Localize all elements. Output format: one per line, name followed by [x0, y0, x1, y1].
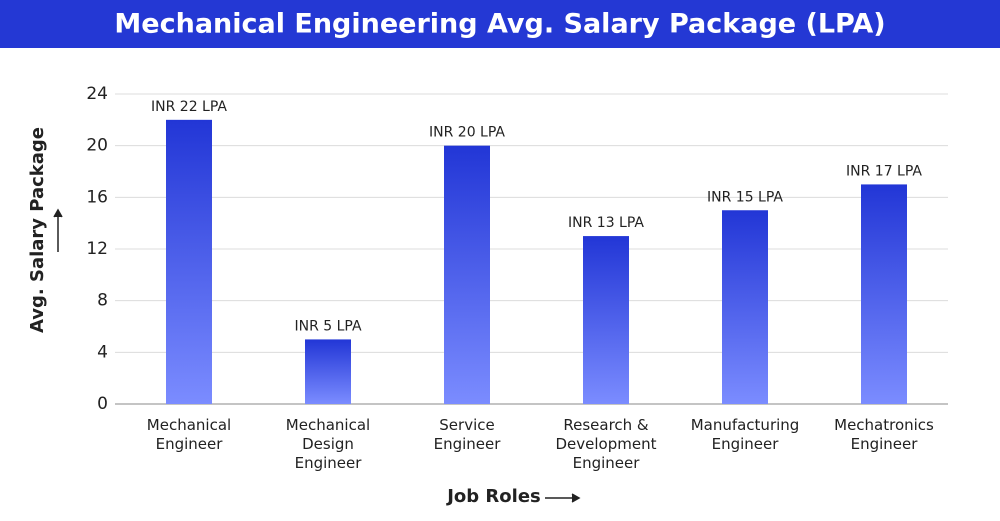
- x-axis-label: Job Roles: [445, 486, 541, 507]
- x-tick-label: Mechatronics Engineer: [834, 416, 934, 453]
- bar: [722, 210, 768, 404]
- value-label: INR 13 LPA: [568, 215, 644, 231]
- x-arrow: [545, 493, 581, 503]
- value-label: INR 17 LPA: [846, 163, 922, 179]
- x-tick-label: Mechanical Design Engineer: [286, 416, 370, 472]
- value-label: INR 5 LPA: [294, 318, 361, 334]
- value-label: INR 22 LPA: [151, 99, 227, 115]
- y-arrow: [53, 208, 63, 252]
- y-tick-label: 12: [86, 239, 108, 259]
- x-tick-label: Research & Development Engineer: [556, 416, 657, 472]
- y-axis-label: Avg. Salary Package: [27, 127, 48, 333]
- bar: [166, 119, 212, 404]
- y-tick-label: 16: [86, 187, 108, 207]
- value-label: INR 15 LPA: [707, 189, 783, 205]
- title-bar: [0, 0, 1000, 48]
- bar: [444, 145, 490, 404]
- y-tick-label: 24: [86, 84, 108, 104]
- x-tick-label: Mechanical Engineer: [147, 416, 231, 453]
- y-tick-label: 20: [86, 136, 108, 156]
- x-tick-label: Service Engineer: [434, 416, 502, 453]
- bar: [861, 184, 907, 404]
- y-tick-label: 4: [97, 342, 108, 362]
- bar: [305, 339, 351, 404]
- bar: [583, 236, 629, 404]
- x-tick-label: Manufacturing Engineer: [691, 416, 800, 453]
- value-label: INR 20 LPA: [429, 125, 505, 141]
- chart-title: Mechanical Engineering Avg. Salary Packa…: [114, 9, 885, 40]
- y-tick-label: 0: [97, 394, 108, 414]
- y-tick-label: 8: [97, 291, 108, 311]
